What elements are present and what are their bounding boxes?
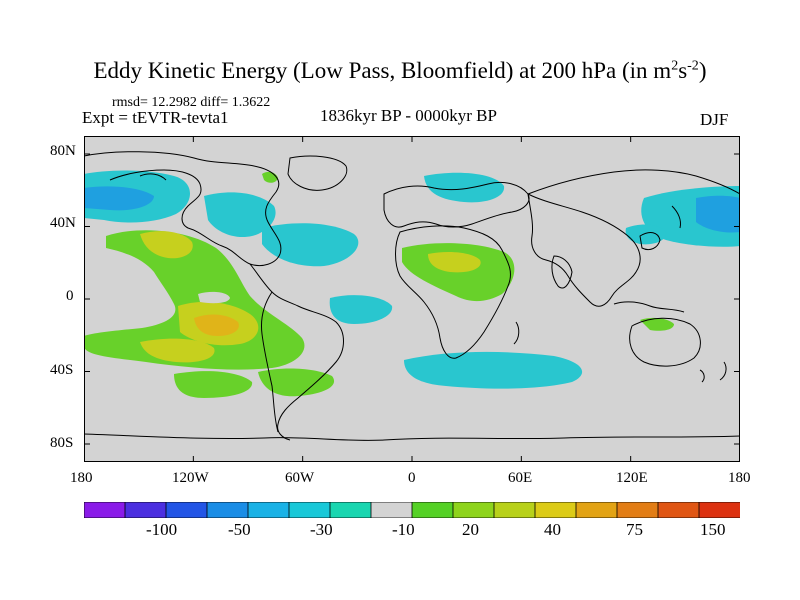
- region-green-australia-south: [640, 317, 674, 331]
- lon-tick-120w: 120W: [172, 470, 209, 486]
- colorbar-swatch: [657, 502, 700, 518]
- colorbar-swatch: [124, 502, 167, 518]
- region-yellow-pacific-upper: [140, 231, 193, 259]
- colorbar-swatch: [411, 502, 454, 518]
- region-orange-pacific-core: [194, 314, 239, 336]
- lat-tick-0: 0: [66, 288, 74, 304]
- colorbar-swatch: [206, 502, 249, 518]
- lon-tick-180e: 180: [728, 470, 751, 486]
- field-layer: [84, 170, 740, 398]
- colorbar-swatch: [493, 502, 536, 518]
- colorbar-swatch: [329, 502, 372, 518]
- colorbar-label-8: 150: [700, 520, 726, 539]
- region-cyan-tropical-atlantic: [329, 295, 393, 324]
- title-end: ): [698, 58, 707, 83]
- stats-line: rmsd= 12.2982 diff= 1.3622: [112, 95, 271, 110]
- lat-tick-40s: 40S: [50, 362, 74, 378]
- season-label: DJF: [700, 110, 729, 129]
- region-gray-pacific-hole: [198, 291, 230, 304]
- colorbar-label-6: 40: [544, 520, 561, 539]
- region-cyan-north-america: [204, 192, 276, 238]
- colorbar-label-3: -30: [310, 520, 333, 539]
- lat-tick-80s: 80S: [50, 435, 74, 451]
- title-sup-2: -2: [687, 58, 699, 74]
- lon-tick-120e: 120E: [616, 470, 648, 486]
- colorbar-swatch: [452, 502, 495, 518]
- region-blue-west-pacific: [696, 195, 740, 233]
- lon-tick-180w: 180: [70, 470, 93, 486]
- colorbar-swatch: [288, 502, 331, 518]
- region-cyan-east-asia: [625, 224, 667, 245]
- colorbar-swatch: [84, 502, 126, 518]
- colorbar-swatch: [575, 502, 618, 518]
- region-yellow-pacific-south: [140, 338, 215, 363]
- title-main: Eddy Kinetic Energy (Low Pass, Bloomfiel…: [93, 58, 672, 83]
- region-green-south-pacific: [174, 371, 253, 398]
- region-blue-npac-west: [84, 186, 154, 211]
- lon-tick-60e: 60E: [508, 470, 533, 486]
- colorbar-label-7: 75: [626, 520, 643, 539]
- lon-tick-60w: 60W: [285, 470, 315, 486]
- experiment-label: Expt = tEVTR-tevta1: [82, 108, 229, 127]
- region-cyan-south-indian: [404, 351, 583, 389]
- coastlines: [84, 151, 740, 441]
- colorbar-swatch: [247, 502, 290, 518]
- colorbar: [84, 502, 740, 518]
- period-label: 1836kyr BP - 0000kyr BP: [320, 106, 497, 125]
- lon-tick-0: 0: [408, 470, 416, 486]
- colorbar-swatch: [165, 502, 208, 518]
- colorbar-swatch: [616, 502, 659, 518]
- title-mid: s: [678, 58, 688, 83]
- colorbar-label-1: -100: [146, 520, 178, 539]
- lat-tick-80n: 80N: [50, 143, 76, 159]
- chart-title: Eddy Kinetic Energy (Low Pass, Bloomfiel…: [0, 58, 800, 84]
- colorbar-label-4: -10: [392, 520, 415, 539]
- colorbar-label-2: -50: [228, 520, 251, 539]
- ekE-map: [84, 136, 740, 462]
- region-cyan-north-atlantic: [424, 172, 505, 203]
- colorbar-label-5: 20: [462, 520, 479, 539]
- title-sup-1: 2: [671, 58, 679, 74]
- colorbar-swatch: [370, 502, 413, 518]
- region-yellow-africa: [428, 252, 481, 273]
- colorbar-swatch: [698, 502, 740, 518]
- region-green-south-atlantic: [258, 368, 335, 397]
- colorbar-swatch: [534, 502, 577, 518]
- region-cyan-atlantic-mid: [262, 223, 359, 267]
- axis-ticks: [84, 136, 740, 462]
- lat-tick-40n: 40N: [50, 215, 76, 231]
